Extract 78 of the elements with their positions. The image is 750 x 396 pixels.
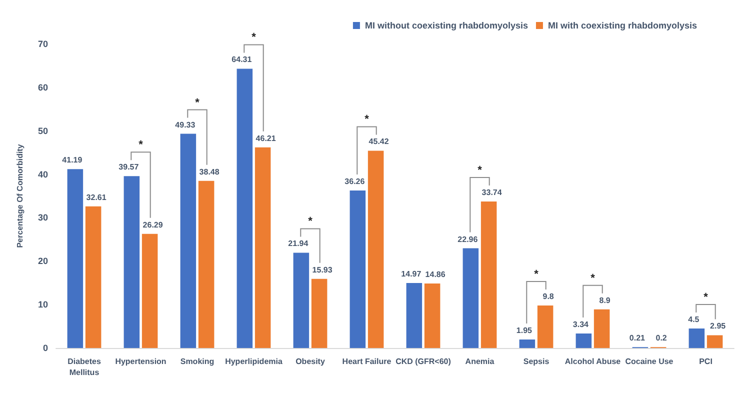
bar (688, 328, 705, 348)
data-label: 45.42 (368, 137, 390, 146)
x-tick-label: Alcohol Abuse (564, 357, 622, 366)
data-label: 4.5 (688, 314, 700, 324)
bar (293, 252, 310, 348)
bar (254, 147, 271, 348)
y-tick-label: 40 (38, 169, 48, 180)
bar (576, 333, 592, 348)
x-tick-label: CKD (GFR<60) (396, 357, 452, 366)
data-label: 26.29 (142, 220, 164, 230)
x-tick-label: Hypertension (115, 357, 166, 366)
bar (311, 278, 328, 348)
x-tick-label: Smoking (180, 357, 214, 366)
annotation: * (195, 96, 200, 109)
bar (462, 248, 479, 348)
y-tick-label: 60 (38, 82, 48, 92)
bar (424, 283, 440, 348)
data-label: 3.34 (572, 320, 590, 329)
bar (519, 340, 536, 348)
data-label: 36.26 (344, 177, 366, 186)
annotation: * (308, 216, 314, 228)
x-tick-label: Heart Failure (342, 357, 392, 366)
data-label: 33.74 (482, 188, 502, 197)
bar (236, 68, 253, 348)
bar (406, 282, 422, 348)
data-label: 64.31 (232, 55, 252, 64)
bar (368, 150, 384, 348)
data-label: 9.8 (542, 292, 554, 301)
x-tick-label: PCI (699, 357, 712, 366)
bar (124, 176, 140, 348)
y-tick-label: 30 (38, 212, 48, 223)
bar (180, 134, 196, 348)
annotation: * (590, 272, 596, 284)
annotation: * (478, 164, 483, 176)
data-label: 32.61 (86, 192, 107, 202)
y-axis-title: Percentage Of Comorbidity (16, 144, 24, 248)
annotation: * (138, 139, 144, 152)
legend-label: MI with coexisting rhabdomyolysis (548, 20, 698, 30)
data-label: 8.9 (599, 296, 611, 305)
bar (85, 206, 102, 348)
bar (67, 169, 84, 348)
x-tick-label: Sepsis (523, 357, 550, 366)
bar (350, 190, 366, 348)
bar (198, 180, 214, 348)
data-label: 14.86 (425, 270, 446, 279)
data-label: 2.95 (710, 322, 726, 331)
data-label: 21.94 (288, 239, 309, 248)
y-tick-label: 10 (38, 300, 48, 310)
annotation: * (252, 32, 257, 44)
y-tick-label: 70 (38, 39, 48, 49)
x-tick-label: Anemia (465, 357, 495, 366)
y-tick-label: 50 (38, 126, 48, 136)
y-tick-label: 20 (38, 256, 48, 266)
data-label: 1.95 (516, 326, 533, 336)
data-label: 22.96 (458, 234, 478, 244)
bar (537, 305, 554, 348)
data-label: 41.19 (62, 156, 83, 165)
annotation: * (704, 291, 709, 304)
bar (480, 201, 497, 348)
data-label: 0.21 (629, 334, 646, 343)
x-tick-label: Obesity (296, 357, 326, 366)
bar (594, 309, 610, 348)
bar (142, 234, 158, 348)
legend-label: MI without coexisting rhabdomyolysis (364, 20, 528, 30)
data-label: 46.21 (256, 134, 276, 143)
data-label: 49.33 (175, 120, 196, 130)
annotation: * (534, 268, 540, 280)
bar (706, 335, 723, 348)
annotation: * (364, 114, 370, 126)
y-tick-label: 0 (42, 343, 48, 353)
x-tick-label: Diabetes Mellitus (68, 357, 102, 377)
data-label: 38.48 (199, 167, 220, 176)
x-tick-label: Cocaine Use (625, 357, 674, 366)
data-label: 39.57 (118, 162, 140, 172)
data-label: 14.97 (401, 269, 422, 278)
data-label: 15.93 (312, 265, 333, 274)
x-tick-label: Hyperlipidemia (225, 357, 283, 366)
data-label: 0.2 (656, 334, 668, 343)
